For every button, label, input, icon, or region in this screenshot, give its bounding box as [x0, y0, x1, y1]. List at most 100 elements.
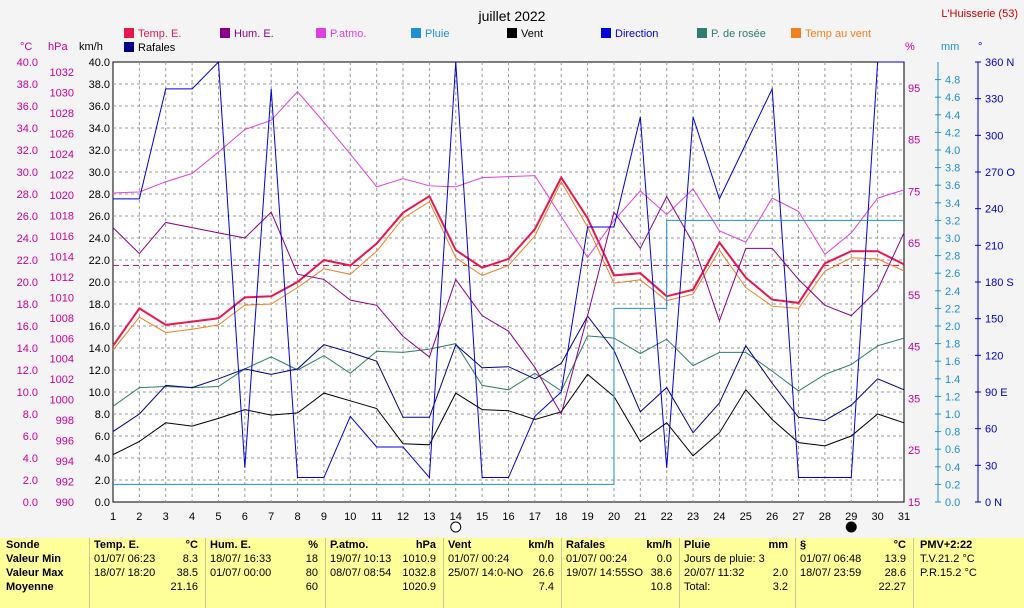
x-tick: 2	[136, 511, 142, 523]
press-tick: 1002	[50, 374, 74, 386]
legend-swatch	[411, 28, 421, 38]
wind-tick: 24.0	[89, 233, 110, 245]
press-unit: hPa	[415, 539, 436, 551]
dew-min-time: 06:48	[833, 553, 862, 565]
x-tick: 18	[555, 511, 567, 523]
temp-tick: 2.0	[23, 475, 38, 487]
stats-temp: Temp. E. °C 01/07/ 06:23 8.3 18/07/ 18:20 3…	[94, 538, 202, 608]
stats-press: P.atmo. hPa 19/07/ 10:13 1010.9 08/07/ 08:…	[330, 538, 440, 608]
pmv-title: PMV+2:22	[920, 539, 973, 551]
x-tick: 4	[189, 511, 195, 523]
gust-max: 38.6	[650, 567, 672, 579]
label-max: Valeur Max	[6, 567, 64, 579]
temp-tick: 34.0	[17, 123, 38, 135]
x-tick: 1	[110, 511, 116, 523]
dew-max-time: 23:59	[833, 567, 862, 579]
wind-tick: 38.0	[89, 79, 110, 91]
rain-max: 2.0	[772, 567, 788, 579]
press-tick: 1016	[50, 231, 74, 243]
rain-tick: 3.4	[945, 198, 960, 210]
dew-avg: 22.27	[878, 581, 906, 593]
x-tick: 20	[608, 511, 620, 523]
rain-tick: 2.0	[945, 321, 960, 333]
wind-tick: 20.0	[89, 277, 110, 289]
wind-tick: 36.0	[89, 101, 110, 113]
temp-tick: 20.0	[17, 277, 38, 289]
wind-tick: 6.0	[95, 431, 110, 443]
rain-max-time: 11:32	[717, 567, 745, 579]
label-min: Valeur Min	[6, 553, 62, 565]
unit-press: hPa	[48, 41, 68, 53]
wind-title: Vent	[448, 539, 472, 551]
series-group	[112, 60, 905, 485]
dir-tick: 30	[985, 460, 997, 472]
gust-unit: km/h	[646, 539, 672, 551]
temp-max: 38.5	[176, 567, 198, 579]
wind-max-time: 14:0-NO	[481, 567, 524, 579]
x-tick: 14	[450, 511, 462, 523]
hum-tick: 55	[908, 290, 920, 302]
legend-label: Temp. E.	[138, 28, 181, 40]
dir-tick: 210	[985, 240, 1003, 252]
rain-tick: 4.6	[945, 92, 960, 104]
stats-rain: Pluie mm Jours de pluie: 3 20/07/ 11:32 2.…	[684, 538, 792, 608]
stats-dew: § °C 01/07/ 06:48 13.9 18/07/ 23:59 28.6 22…	[800, 538, 910, 608]
stats-panel: Sonde Valeur Min Valeur Max Moyenne Temp…	[0, 538, 1024, 608]
moon-phases	[450, 521, 857, 533]
press-min: 1010.9	[402, 553, 436, 565]
rain-tick: 0.4	[945, 462, 960, 474]
wind-tick: 28.0	[89, 189, 110, 201]
press-max-date: 08/07/	[330, 567, 361, 579]
stats-wind: Vent km/h 01/07/ 00:24 0.0 25/07/ 14:0-NO 2…	[448, 538, 558, 608]
hum-min: 18	[305, 553, 318, 565]
temp-tick: 0.0	[23, 497, 38, 509]
wind-max: 26.6	[532, 567, 554, 579]
rain-tick: 1.6	[945, 356, 960, 368]
rain-tick: 3.0	[945, 233, 960, 245]
x-tick: 15	[476, 511, 488, 523]
dew-min-date: 01/07/	[800, 553, 831, 565]
full-moon-icon	[450, 521, 462, 533]
unit-wind: km/h	[79, 41, 103, 53]
x-tick: 19	[581, 511, 593, 523]
legend-swatch	[220, 28, 230, 38]
series-temp-au-vent	[112, 180, 905, 351]
legend-label: Rafales	[138, 42, 176, 54]
gust-min-time: 00:24	[599, 553, 628, 565]
press-min-date: 19/07/	[330, 553, 361, 565]
x-tick: 12	[397, 511, 409, 523]
legend-label: Direction	[615, 28, 658, 40]
temp-min: 8.3	[182, 553, 198, 565]
rain-total: 3.2	[772, 581, 788, 593]
x-tick: 23	[687, 511, 699, 523]
rain-tick: 4.4	[945, 110, 960, 122]
x-tick: 5	[215, 511, 221, 523]
hum-min-date: 18/07/	[210, 553, 241, 565]
rain-tick: 2.8	[945, 251, 960, 263]
rain-tick: 1.4	[945, 374, 960, 386]
temp-tick: 24.0	[17, 233, 38, 245]
wind-tick: 10.0	[89, 387, 110, 399]
x-tick: 28	[819, 511, 831, 523]
wind-tick: 4.0	[95, 453, 110, 465]
x-tick: 29	[845, 511, 857, 523]
temp-avg: 21.16	[170, 581, 198, 593]
dir-tick: 360 N	[985, 57, 1014, 69]
press-max-time: 08:54	[363, 567, 392, 579]
rain-tick: 4.2	[945, 127, 960, 139]
dew-min: 13.9	[884, 553, 906, 565]
legend-label: P.atmo.	[330, 28, 367, 40]
stats-row-labels: Sonde Valeur Min Valeur Max Moyenne	[6, 538, 88, 608]
hum-tick: 85	[908, 135, 920, 147]
hum-max-time: 00:00	[243, 567, 272, 579]
rain-tick: 4.0	[945, 145, 960, 157]
pmv-tv: T.V.21.2 °C	[920, 553, 975, 565]
x-tick: 13	[423, 511, 435, 523]
rain-tick: 0.2	[945, 479, 960, 491]
press-tick: 1024	[50, 149, 74, 161]
unit-dir: °	[978, 41, 982, 53]
rain-tick: 1.0	[945, 409, 960, 421]
x-tick: 21	[634, 511, 646, 523]
press-tick: 1000	[50, 395, 74, 407]
series-rafales	[112, 315, 905, 434]
